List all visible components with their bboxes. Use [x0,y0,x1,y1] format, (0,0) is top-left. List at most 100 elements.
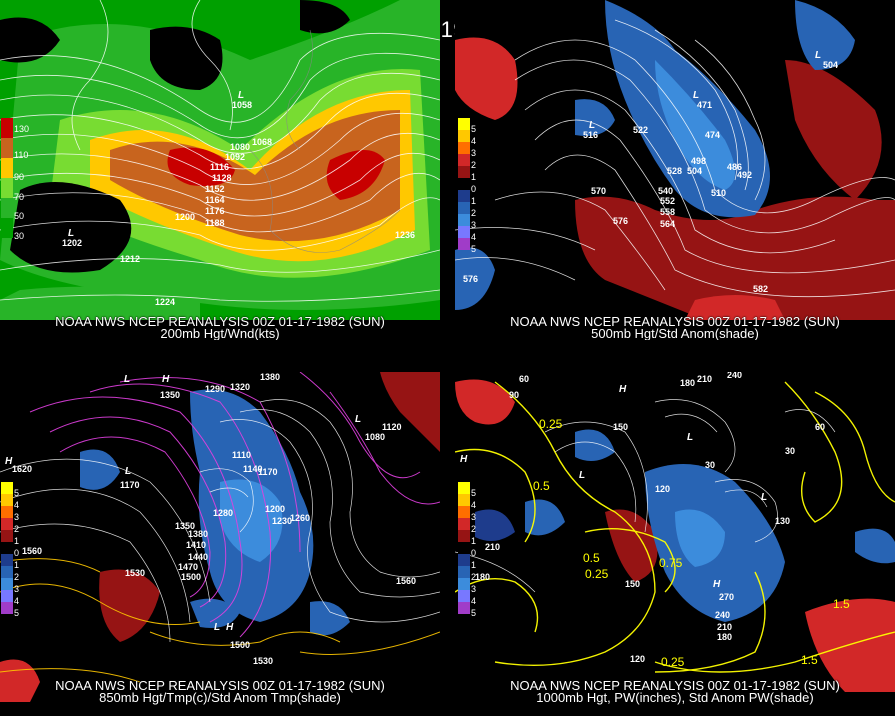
svg-text:1080: 1080 [230,142,250,152]
panel-1000mb: 60 90 150 180 210 240 30 120 150 180 210… [455,372,895,716]
svg-text:1170: 1170 [258,467,278,477]
svg-text:0.5: 0.5 [533,479,550,493]
legend-label: 4 [471,500,477,510]
svg-text:H: H [713,579,721,590]
svg-text:L: L [238,90,244,101]
svg-text:150: 150 [613,422,628,432]
legend-label: 0 [14,548,20,558]
svg-text:504: 504 [687,166,702,176]
svg-text:180: 180 [680,378,695,388]
svg-text:552: 552 [660,196,675,206]
caption-200mb-line2: 200mb Hgt/Wnd(kts) [160,326,280,340]
svg-text:1.5: 1.5 [801,653,818,667]
svg-text:30: 30 [705,460,715,470]
svg-text:570: 570 [591,186,606,196]
svg-text:240: 240 [715,610,730,620]
svg-text:180: 180 [717,632,732,642]
svg-text:1236: 1236 [395,230,415,240]
svg-text:30: 30 [785,446,795,456]
legend-label: 3 [14,512,20,522]
svg-text:498: 498 [691,156,706,166]
svg-text:486: 486 [727,162,742,172]
caption-850mb-line2: 850mb Hgt/Tmp(c)/Std Anom Tmp(shade) [99,690,341,705]
svg-text:1068: 1068 [252,137,272,147]
legend-label: 1 [14,560,20,570]
legend-label: 5 [14,488,20,498]
svg-text:L: L [687,432,693,443]
svg-text:576: 576 [463,274,478,284]
svg-text:528: 528 [667,166,682,176]
map-1000mb: 60 90 150 180 210 240 30 120 150 180 210… [455,372,895,716]
svg-text:1380: 1380 [188,529,208,539]
svg-text:210: 210 [485,542,500,552]
svg-text:1320: 1320 [230,382,250,392]
legend-label: 3 [471,584,477,594]
svg-text:L: L [579,470,585,481]
legend-label: 1 [471,536,477,546]
legend-label: 3 [471,512,477,522]
svg-text:576: 576 [613,216,628,226]
svg-text:H: H [460,454,468,465]
legend-label: 5 [471,488,477,498]
svg-text:L: L [815,50,821,61]
svg-text:1350: 1350 [160,390,180,400]
svg-text:1.5: 1.5 [833,597,850,611]
legend-label: 4 [471,596,477,606]
svg-text:1440: 1440 [188,552,208,562]
svg-text:L: L [68,228,74,239]
legend-850mb [1,482,13,614]
svg-text:522: 522 [633,125,648,135]
svg-text:1152: 1152 [205,184,225,194]
legend-label: 3 [14,584,20,594]
svg-text:1560: 1560 [22,546,42,556]
svg-text:1260: 1260 [290,513,310,523]
svg-text:1620: 1620 [12,464,32,474]
legend-label: 130 [14,124,30,134]
legend-label: 1 [14,536,20,546]
legend-label: 3 [471,148,477,158]
panel-500mb: 516 522 474 498 504 510 528 540 552 558 … [455,0,895,340]
svg-text:L: L [589,120,595,131]
svg-text:1230: 1230 [272,516,292,526]
svg-text:1530: 1530 [125,568,145,578]
svg-text:516: 516 [583,130,598,140]
legend-500mb [458,118,470,250]
legend-label: 4 [14,500,20,510]
legend-label: 90 [14,172,25,182]
map-200mb: L 1058 L 1202 1080 1068 1092 1116 1128 1… [0,0,440,340]
legend-label: 1 [471,196,477,206]
legend-label: 2 [14,524,20,534]
svg-text:L: L [693,90,699,101]
svg-text:558: 558 [660,207,675,217]
svg-text:L: L [355,414,361,425]
svg-text:H: H [162,374,170,385]
svg-text:130: 130 [775,516,790,526]
svg-text:1212: 1212 [120,254,140,264]
legend-label: 2 [14,572,20,582]
caption-200mb-line1: NOAA NWS NCEP REANALYSIS 00Z 01-17-1982 … [55,314,385,329]
legend-label: 5 [471,244,477,254]
svg-text:H: H [619,384,627,395]
legend-label: 1 [471,560,477,570]
svg-text:H: H [226,622,234,633]
panel-850mb: 1380 1290 1320 1350 1170 1140 1110 1200 … [0,372,440,716]
caption-850mb-line1: NOAA NWS NCEP REANALYSIS 00Z 01-17-1982 … [55,678,385,693]
svg-text:120: 120 [655,484,670,494]
svg-text:1290: 1290 [205,384,225,394]
svg-text:1530: 1530 [253,656,273,666]
svg-text:474: 474 [705,130,720,140]
svg-text:1470: 1470 [178,562,198,572]
map-500mb: 516 522 474 498 504 510 528 540 552 558 … [455,0,895,340]
svg-text:1080: 1080 [365,432,385,442]
svg-text:0.25: 0.25 [661,655,685,669]
svg-text:1120: 1120 [382,422,402,432]
svg-text:1058: 1058 [232,100,252,110]
svg-text:L: L [124,374,130,385]
legend-label: 5 [14,608,20,618]
svg-text:582: 582 [753,284,768,294]
legend-label: 3 [471,220,477,230]
caption-500mb-line2: 500mb Hgt/Std Anom(shade) [591,326,759,340]
svg-text:H: H [5,456,13,467]
legend-label: 70 [14,192,25,202]
svg-text:0.25: 0.25 [585,567,609,581]
